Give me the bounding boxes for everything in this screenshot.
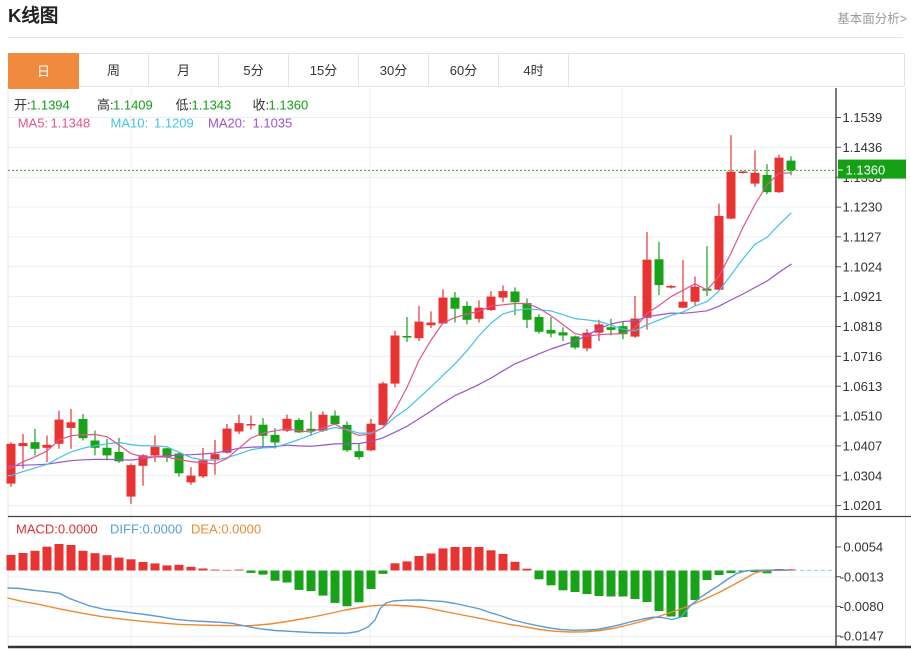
svg-text:-0.0013: -0.0013 [840,569,884,584]
svg-text:1.0716: 1.0716 [843,349,883,364]
svg-text:0.0054: 0.0054 [843,540,883,555]
svg-text:1.0407: 1.0407 [843,439,883,454]
svg-text:1.0201: 1.0201 [843,498,883,513]
svg-text:1.1024: 1.1024 [843,259,883,274]
svg-text:1.1539: 1.1539 [843,110,883,125]
svg-text:-0.0080: -0.0080 [840,599,884,614]
svg-text:1.1436: 1.1436 [843,140,883,155]
svg-text:1.0304: 1.0304 [843,468,883,483]
svg-text:1.1230: 1.1230 [843,200,883,215]
svg-text:-0.0147: -0.0147 [840,629,884,644]
svg-text:1.0818: 1.0818 [843,319,883,334]
svg-text:1.0510: 1.0510 [843,409,883,424]
svg-text:1.0921: 1.0921 [843,289,883,304]
svg-text:1.1127: 1.1127 [843,230,882,245]
svg-text:1.1360: 1.1360 [846,162,886,177]
svg-text:1.0613: 1.0613 [843,379,883,394]
